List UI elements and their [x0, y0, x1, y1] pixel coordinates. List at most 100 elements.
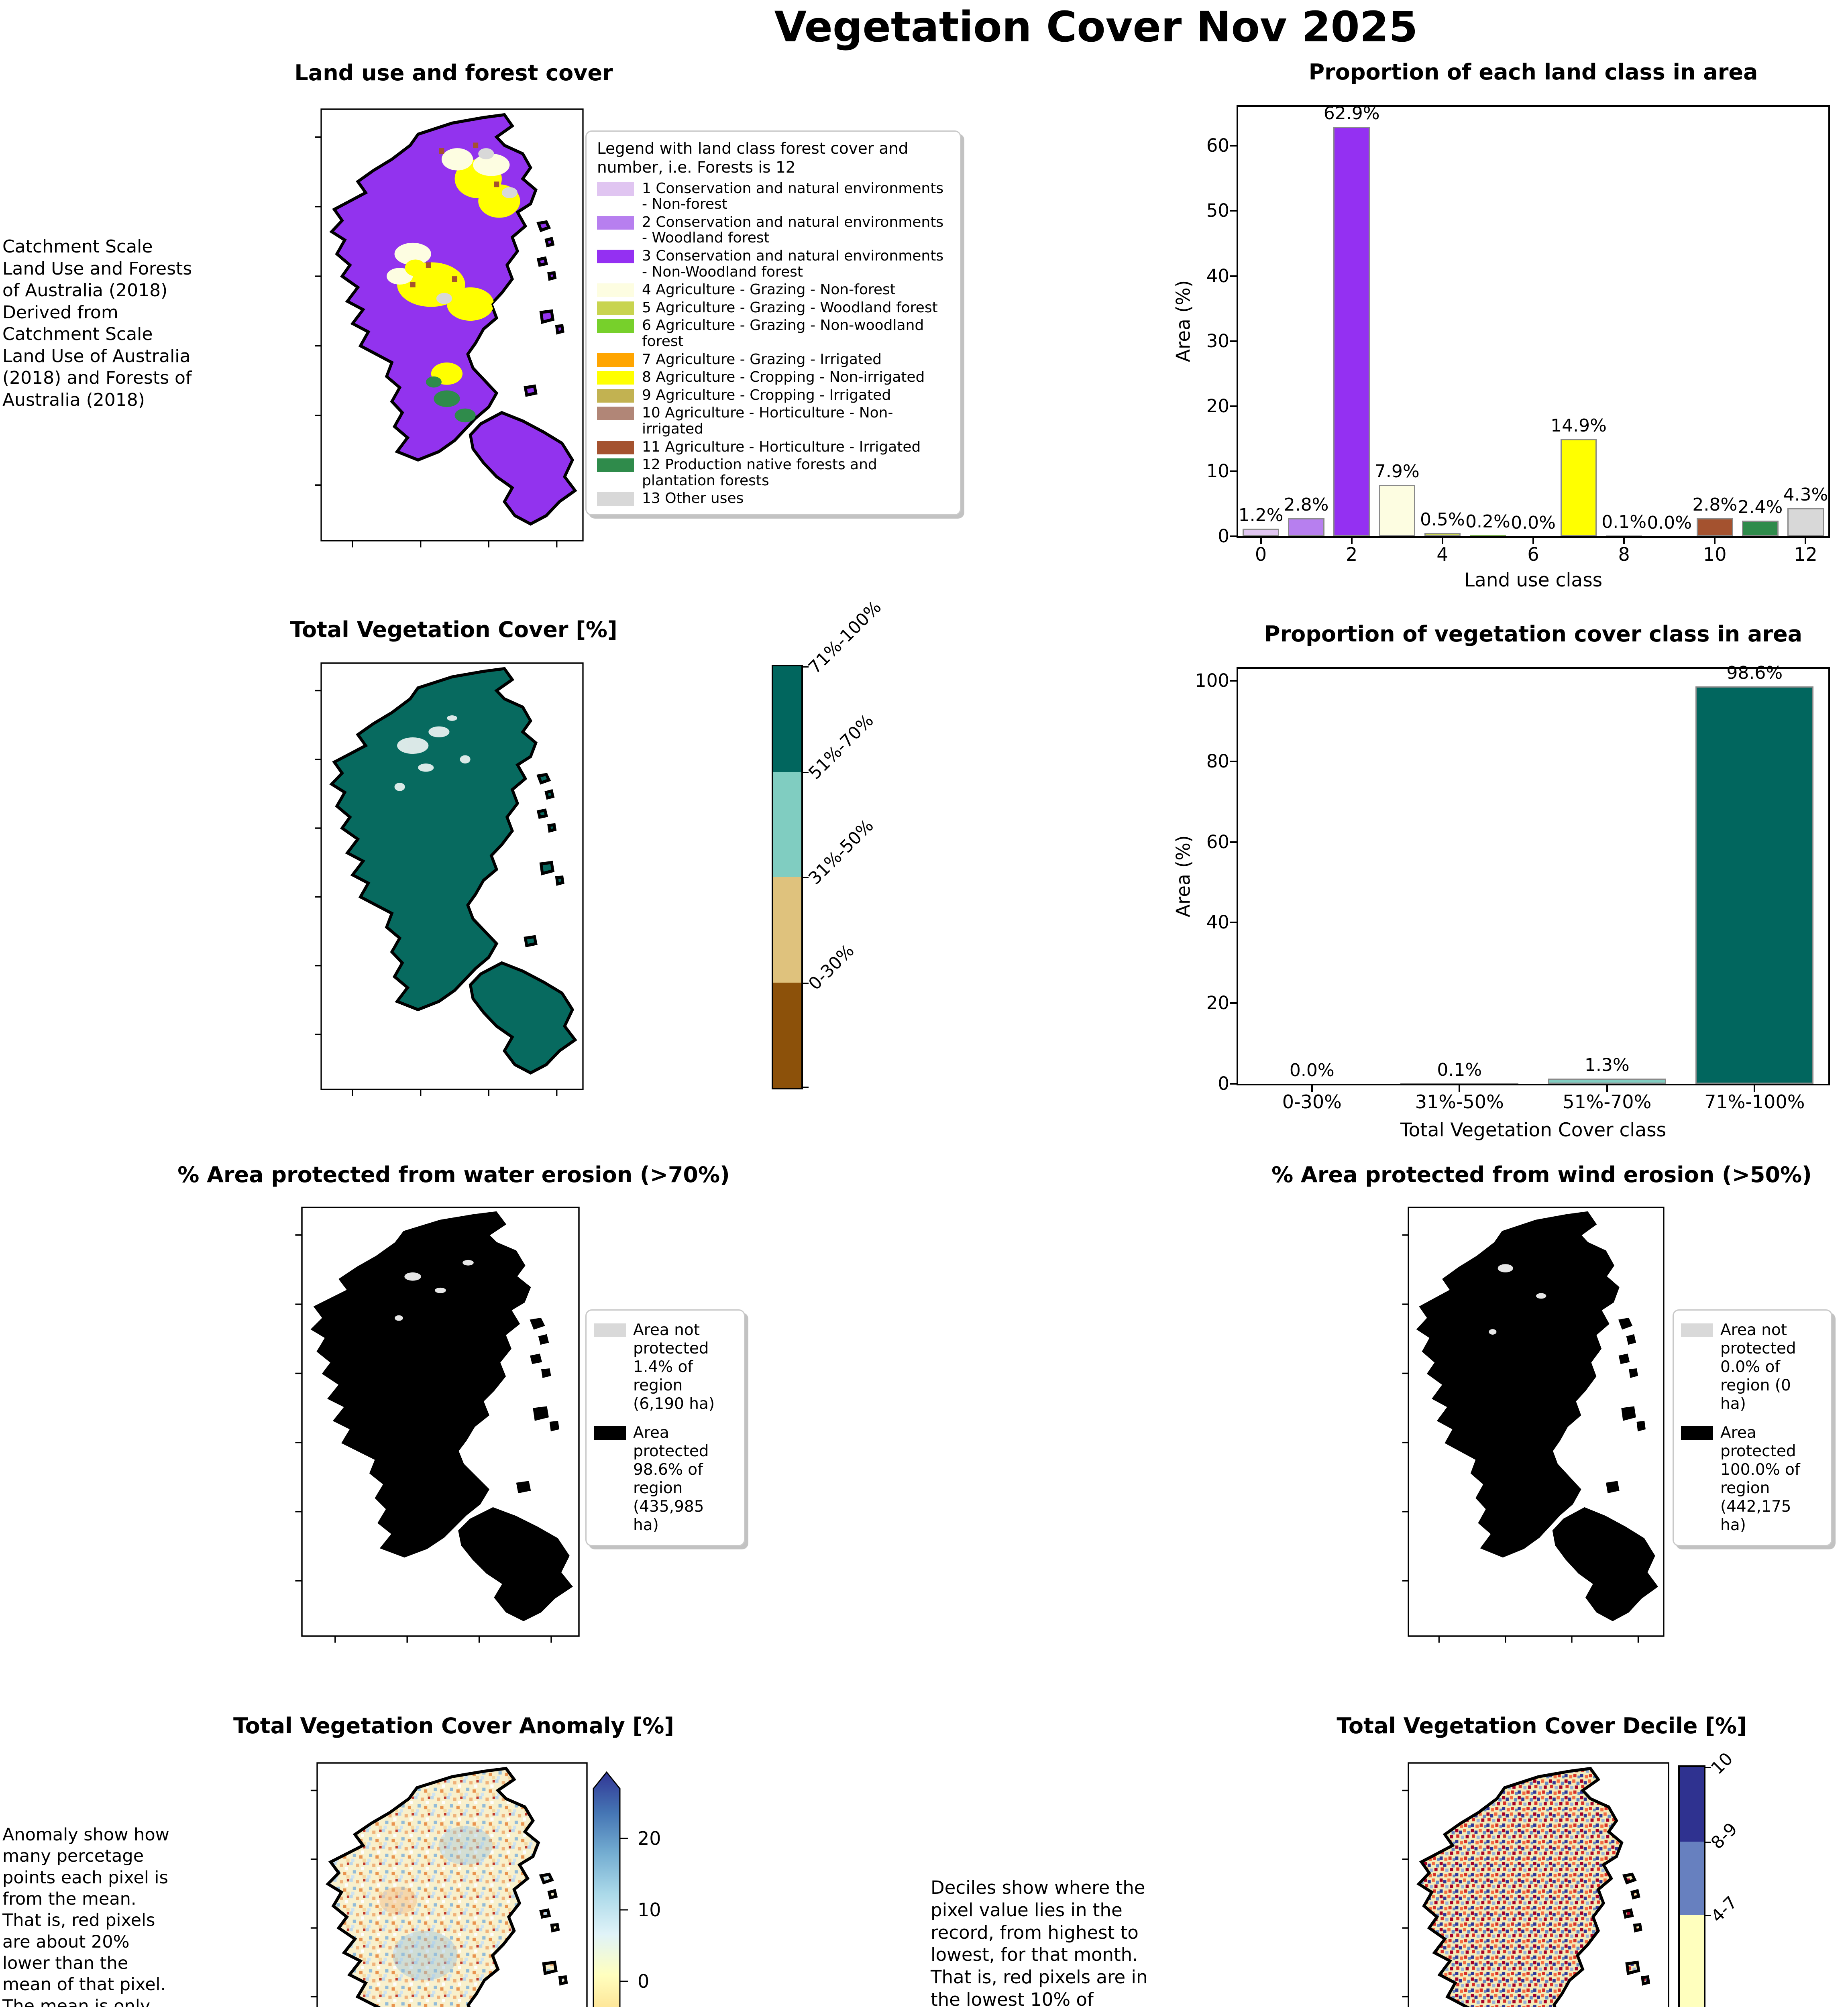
anomaly-map: [310, 1762, 588, 2007]
x-tick-mark: [1606, 1084, 1608, 1092]
tvc-class-chart: Proportion of vegetation cover class in …: [1164, 618, 1848, 1156]
y-tick-label: 0: [1218, 525, 1229, 547]
legend-item: 2 Conservation and natural environments …: [597, 214, 949, 246]
tvc-colorbar-label: 71%-100%: [805, 597, 886, 678]
x-tick-mark: [1532, 536, 1534, 544]
legend-item: 6 Agriculture - Grazing - Non-woodland f…: [597, 318, 949, 349]
bar: [1548, 1078, 1666, 1084]
y-tick-label: 0: [1218, 1073, 1229, 1094]
tvc-map: [315, 662, 584, 1096]
bar: [1606, 535, 1642, 536]
x-tick-mark: [1311, 1084, 1313, 1092]
legend-item: 1 Conservation and natural environments …: [597, 180, 949, 212]
tvc-colorbar-label: 31%-50%: [805, 816, 878, 889]
land-class-chart-plot: 1.2% 2.8% 62.9% 7.9% 0.5% 0.2% 0.0% 14.9% 0.1% 0.…: [1206, 103, 1830, 565]
legend-item: 3 Conservation and natural environments …: [597, 248, 949, 280]
legend-item-label: 12 Production native forests and plantat…: [642, 456, 877, 489]
x-tick-mark: [1260, 536, 1262, 544]
decile-colorbar: 108-94-72-31: [1678, 1749, 1741, 2007]
land-use-patches: [387, 142, 520, 423]
land-class-chart-title: Proportion of each land class in area: [1308, 59, 1758, 85]
legend-swatch: [597, 301, 634, 315]
bar: [1469, 535, 1506, 536]
y-tick-mark: [1230, 275, 1238, 277]
decile-colorbar-tick: [1704, 1767, 1711, 1768]
x-tick-mark: [1459, 1084, 1461, 1092]
decile-colorbar-segment: [1680, 1842, 1704, 1915]
tvc-colorbar: 71%-100% 51%-70% 31%-50% 0-30%: [772, 597, 885, 1089]
y-tick-label: 60: [1206, 135, 1229, 157]
x-tick-label: 71%-100%: [1704, 1091, 1805, 1113]
anomaly-title: Total Vegetation Cover Anomaly [%]: [233, 1713, 674, 1738]
tvc-colorbar-tick: [801, 771, 809, 773]
bar-value-label: 14.9%: [1551, 415, 1607, 436]
erosion-legend-swatch: [594, 1426, 626, 1440]
y-tick-mark: [1230, 1083, 1238, 1085]
y-tick-label: 20: [1206, 992, 1229, 1014]
bar-value-label: 0.0%: [1289, 1060, 1335, 1081]
x-tick-label: 0: [1255, 543, 1267, 565]
legend-item: 5 Agriculture - Grazing - Woodland fores…: [597, 300, 949, 316]
bar-value-label: 7.9%: [1374, 461, 1420, 482]
wind-erosion-title: % Area protected from wind erosion (>50%…: [1271, 1162, 1812, 1187]
wind-erosion-legend: Area not protected 0.0% of region (0 ha)…: [1673, 1309, 1832, 1547]
bar-value-label: 2.8%: [1692, 494, 1738, 515]
bar-value-label: 4.3%: [1783, 484, 1828, 505]
bar-value-label: 2.4%: [1738, 497, 1783, 518]
y-tick-mark: [1230, 470, 1238, 472]
y-tick-mark: [1230, 760, 1238, 762]
anomaly-colorbar-tick: [620, 1909, 628, 1911]
bar-value-label: 1.2%: [1238, 505, 1284, 525]
x-tick-label: 6: [1527, 543, 1539, 565]
tvc-colorbar-label: 0-30%: [805, 940, 858, 994]
decile-colorbar-label: 8-9: [1707, 1819, 1742, 1854]
decile-colorbar-tick: [1704, 1842, 1711, 1843]
y-tick-mark: [1230, 535, 1238, 537]
tvc-colorbar-segment: [773, 982, 801, 1088]
tvc-colorbar-tick: [801, 877, 809, 878]
erosion-legend-label: Area not protected 0.0% of region (0 ha): [1720, 1321, 1796, 1413]
legend-swatch: [597, 249, 634, 263]
legend-swatch: [597, 353, 634, 367]
erosion-legend-item: Area protected 98.6% of region (435,985 …: [594, 1424, 737, 1535]
y-tick-mark: [1230, 680, 1238, 682]
legend-swatch: [597, 492, 634, 506]
wind-speckles: [1489, 1264, 1546, 1335]
decile-colorbar-label: 10: [1707, 1748, 1737, 1779]
bar: [1424, 533, 1461, 536]
x-tick-mark: [1805, 536, 1807, 544]
legend-item: 11 Agriculture - Horticulture - Irrigate…: [597, 439, 949, 455]
legend-item-label: 13 Other uses: [642, 490, 744, 507]
land-use-legend-items: 1 Conservation and natural environments …: [587, 180, 960, 514]
x-tick-mark: [1351, 536, 1353, 544]
land-use-caption: Catchment Scale Land Use and Forests of …: [2, 236, 192, 410]
tvc-colorbar-tick: [801, 1087, 809, 1088]
y-tick-label: 40: [1206, 265, 1229, 287]
bar-value-label: 0.1%: [1601, 512, 1647, 533]
legend-swatch: [597, 371, 634, 385]
anomaly-colorbar-tick-label: 20: [638, 1827, 661, 1849]
land-use-map-title: Land use and forest cover: [294, 60, 613, 85]
x-tick-label: 12: [1794, 543, 1817, 565]
land-use-legend: Legend with land class forest cover and …: [585, 130, 961, 515]
legend-swatch: [597, 182, 634, 196]
bar: [1560, 439, 1597, 536]
y-tick-label: 20: [1206, 395, 1229, 417]
decile-colorbar-segment: [1680, 1915, 1704, 2007]
legend-item-label: 2 Conservation and natural environments …: [642, 214, 944, 246]
water-speckles: [395, 1260, 474, 1321]
legend-swatch: [597, 283, 634, 297]
y-tick-mark: [1230, 340, 1238, 342]
x-tick-label: 8: [1618, 543, 1630, 565]
bar-value-label: 0.1%: [1437, 1060, 1482, 1080]
water-erosion-legend: Area not protected 1.4% of region (6,190…: [585, 1309, 745, 1547]
bar-value-label: 1.3%: [1584, 1054, 1630, 1075]
legend-item-label: 9 Agriculture - Cropping - Irrigated: [642, 387, 891, 403]
tvc-colorbar-segment: [773, 666, 801, 772]
legend-item-label: 6 Agriculture - Grazing - Non-woodland f…: [642, 317, 924, 350]
anomaly-blobs: [379, 1826, 493, 1981]
land-use-map: [315, 108, 584, 548]
decile-colorbar-tick: [1704, 1915, 1711, 1916]
bar-value-label: 0.2%: [1465, 511, 1510, 532]
bar-value-label: 62.9%: [1323, 103, 1380, 124]
